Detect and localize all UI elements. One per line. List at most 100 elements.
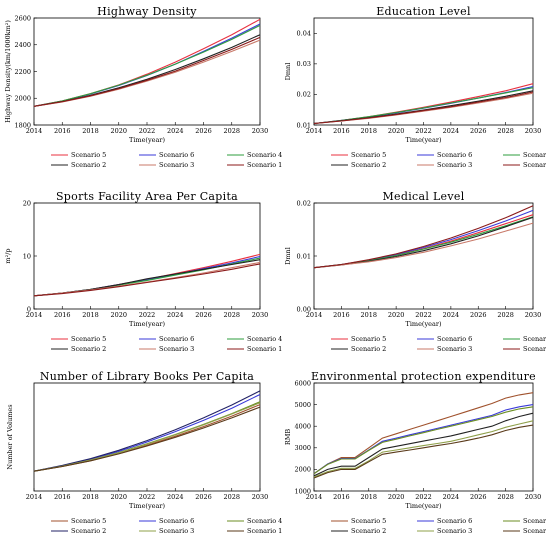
x-tick-label: 2026: [470, 127, 487, 135]
legend-label: Scenario 5: [71, 151, 106, 159]
series-line: [313, 406, 534, 475]
chart-panel-2: Education Level 2014 2016 2018 2020 2022 2024 2…: [284, 5, 546, 169]
legend-label: Scenario 5: [351, 151, 386, 159]
y-tick-label: 2000: [294, 466, 311, 474]
y-tick-label: 4000: [294, 423, 311, 431]
legend-label: Scenario 6: [437, 151, 472, 159]
x-tick-label: 2030: [525, 493, 542, 501]
chart-panel-5: Number of Library Books Per Capita 2014 20…: [6, 370, 282, 535]
y-tick-label: 2000: [14, 95, 31, 103]
x-axis-label: Time(year): [406, 502, 442, 510]
y-tick-label: 0.03: [297, 60, 311, 68]
legend-label: Scenario 4: [523, 517, 546, 525]
legend-label: Scenario 3: [437, 345, 472, 353]
legend-label: Scenario 3: [437, 161, 472, 169]
x-tick-label: 2022: [139, 493, 156, 501]
legend-label: Scenario 1: [523, 527, 546, 535]
x-tick-label: 2030: [252, 127, 269, 135]
series-line: [33, 394, 261, 472]
x-axis-label: Time(year): [406, 136, 442, 144]
y-tick-label: 5000: [294, 401, 311, 409]
series-line: [33, 404, 261, 472]
x-tick-label: 2018: [360, 311, 377, 319]
series-line: [313, 91, 534, 125]
x-tick-label: 2020: [110, 311, 127, 319]
chart-panel-3: Sports Facility Area Per Capita 2014 2016 2…: [4, 190, 282, 353]
chart-panel-4: Medical Level 2014 2016 2018 2020 2022 2024 202…: [284, 190, 546, 353]
x-tick-label: 2028: [497, 493, 514, 501]
chart-title: Sports Facility Area Per Capita: [56, 190, 238, 203]
legend-label: Scenario 5: [71, 517, 106, 525]
x-tick-label: 2028: [223, 493, 240, 501]
x-tick-label: 2024: [167, 311, 184, 319]
series-line: [313, 392, 534, 475]
series-line: [313, 404, 534, 475]
series-line: [33, 406, 261, 472]
legend-label: Scenario 2: [351, 345, 386, 353]
legend-label: Scenario 2: [351, 161, 386, 169]
x-tick-label: 2016: [54, 127, 71, 135]
series-line: [33, 390, 261, 472]
series-line: [313, 83, 534, 125]
legend-label: Scenario 4: [247, 151, 282, 159]
legend-label: Scenario 4: [247, 335, 282, 343]
series-line: [33, 402, 261, 472]
legend-label: Scenario 4: [247, 517, 282, 525]
legend-label: Scenario 6: [437, 517, 472, 525]
legend-label: Scenario 5: [351, 517, 386, 525]
x-tick-label: 2014: [306, 311, 323, 319]
legend-label: Scenario 3: [159, 161, 194, 169]
x-tick-label: 2018: [82, 127, 99, 135]
series-line: [33, 24, 261, 107]
y-tick-label: 0.02: [297, 91, 311, 99]
y-axis-label: Highway Density(km/1000km²): [4, 20, 12, 123]
x-tick-label: 2020: [110, 127, 127, 135]
series-line: [33, 401, 261, 472]
x-tick-label: 2024: [167, 127, 184, 135]
y-tick-label: 0.01: [297, 252, 311, 260]
chart-title: Medical Level: [382, 190, 464, 203]
x-axis-label: Time(year): [129, 502, 165, 510]
y-tick-label: 2200: [14, 68, 31, 76]
chart-panel-6: Environmental protection expenditure 2014…: [284, 370, 546, 535]
legend-label: Scenario 1: [523, 345, 546, 353]
y-tick-label: 2400: [14, 41, 31, 49]
legend-label: Scenario 5: [71, 335, 106, 343]
x-tick-label: 2022: [415, 127, 432, 135]
y-tick-label: 0: [27, 305, 31, 313]
plot-frame: [313, 17, 534, 126]
x-tick-label: 2022: [415, 311, 432, 319]
legend-label: Scenario 1: [247, 527, 282, 535]
y-tick-label: 0.01: [297, 121, 311, 129]
series-line: [33, 36, 261, 107]
x-tick-label: 2020: [388, 493, 405, 501]
series-line: [313, 412, 534, 477]
y-axis-label: RMB: [284, 429, 292, 446]
legend-label: Scenario 3: [159, 527, 194, 535]
series-line: [33, 253, 261, 297]
series-line: [33, 263, 261, 297]
x-tick-label: 2024: [443, 493, 460, 501]
legend-label: Scenario 4: [523, 151, 546, 159]
y-tick-label: 6000: [294, 379, 311, 387]
x-tick-label: 2026: [195, 493, 212, 501]
legend-label: Scenario 6: [159, 151, 194, 159]
legend-label: Scenario 2: [71, 161, 106, 169]
x-tick-label: 2020: [110, 493, 127, 501]
x-tick-label: 2030: [252, 311, 269, 319]
y-axis-label: Dmnl: [284, 63, 292, 81]
plot-frame: [33, 17, 261, 126]
x-tick-label: 2018: [360, 493, 377, 501]
legend-label: Scenario 6: [159, 517, 194, 525]
x-tick-label: 2024: [443, 127, 460, 135]
y-axis-label: Dmnl: [284, 247, 292, 265]
y-tick-label: 0.02: [297, 199, 311, 207]
x-tick-label: 2026: [195, 311, 212, 319]
series-line: [33, 259, 261, 297]
legend-label: Scenario 2: [351, 527, 386, 535]
legend-label: Scenario 1: [523, 161, 546, 169]
y-tick-label: 1800: [14, 121, 31, 129]
series-line: [313, 420, 534, 478]
x-axis-label: Time(year): [129, 136, 165, 144]
series-line: [313, 216, 534, 269]
